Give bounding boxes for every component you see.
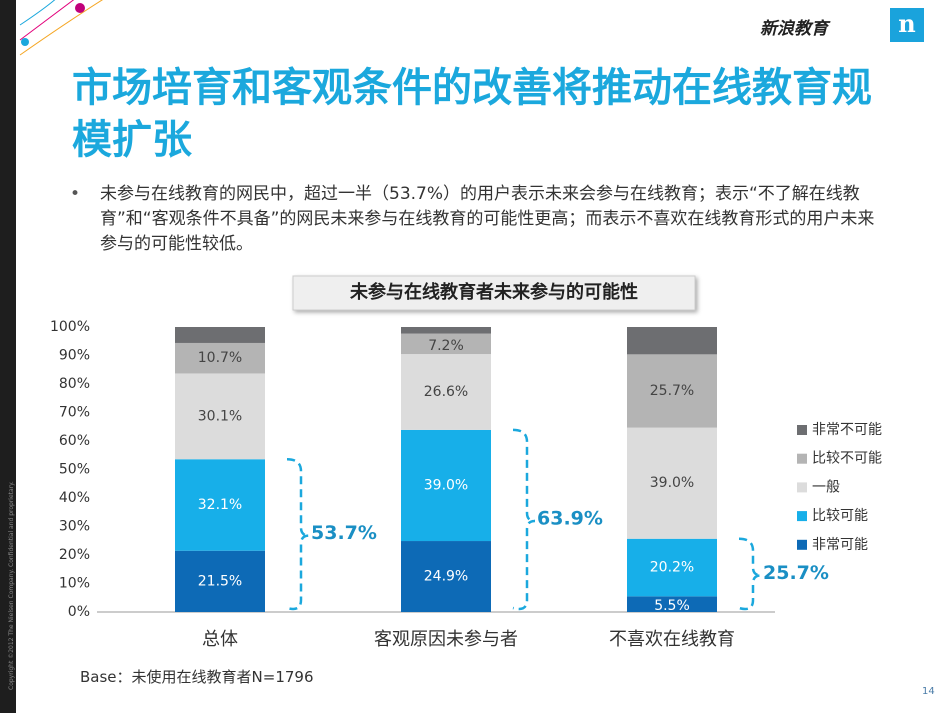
- y-tick-label: 90%: [59, 348, 90, 364]
- bar-segment: [627, 427, 717, 539]
- x-tick-label: 总体: [202, 629, 238, 650]
- brand: 新浪教育: [760, 19, 828, 39]
- legend-swatch: [797, 482, 807, 493]
- value-label: 5.5%: [654, 598, 690, 614]
- legend-label: 非常可能: [812, 537, 868, 553]
- legend-label: 非常不可能: [812, 422, 882, 438]
- annotation: 25.7%: [763, 562, 829, 584]
- copyright: Copyright ©2012 The Nielsen Company. Con…: [8, 481, 15, 690]
- value-label: 26.6%: [424, 384, 468, 400]
- value-label: 25.7%: [650, 383, 694, 399]
- y-tick-label: 60%: [59, 433, 90, 449]
- y-tick-label: 80%: [59, 376, 90, 392]
- annotation: 63.9%: [537, 507, 603, 529]
- y-tick-label: 100%: [50, 319, 90, 335]
- legend-label: 比较不可能: [812, 451, 882, 467]
- y-tick-label: 10%: [59, 576, 90, 592]
- y-tick-label: 50%: [59, 462, 90, 478]
- bar-segment: [627, 596, 717, 612]
- bar-segment: [401, 354, 491, 430]
- value-label: 20.2%: [650, 560, 694, 576]
- legend-label: 一般: [812, 479, 840, 495]
- logo: n: [890, 8, 924, 42]
- bar-segment: [401, 333, 491, 355]
- bar-segment: [175, 550, 265, 612]
- x-tick-label: 不喜欢在线教育: [609, 629, 735, 650]
- bar-segment: [627, 354, 717, 428]
- bullet-text: 未参与在线教育的网民中，超过一半（53.7%）的用户表示未来会参与在线教育；表示…: [100, 184, 875, 254]
- chart-title-box: [292, 275, 696, 311]
- x-tick-label: 客观原因未参与者: [374, 629, 518, 650]
- bracket: [738, 537, 762, 611]
- base-note: Base：未使用在线教育者N=1796: [80, 668, 314, 686]
- annotation: 53.7%: [311, 522, 377, 544]
- legend-swatch: [797, 511, 807, 522]
- bar-segment: [175, 373, 265, 460]
- bracket: [512, 428, 536, 611]
- y-tick-label: 70%: [59, 405, 90, 421]
- legend-label: 比较可能: [812, 508, 868, 524]
- value-label: 10.7%: [198, 350, 242, 366]
- decor: [19, 0, 56, 26]
- bar-segment: [401, 327, 491, 334]
- value-label: 39.0%: [650, 475, 694, 491]
- bar-segment: [627, 538, 717, 597]
- side-strip: [0, 0, 16, 713]
- page-number: 14: [922, 686, 935, 697]
- value-label: 24.9%: [424, 569, 468, 585]
- bar-segment: [627, 327, 717, 355]
- chart-title: 未参与在线教育者未来参与的可能性: [350, 281, 638, 303]
- decor: [21, 38, 29, 46]
- bracket: [286, 457, 310, 611]
- bullet-dot: •: [70, 184, 81, 204]
- decor: [75, 3, 85, 13]
- legend-swatch: [797, 425, 807, 435]
- decor: [19, 0, 75, 41]
- y-tick-label: 30%: [59, 519, 90, 535]
- value-label: 32.1%: [198, 497, 242, 513]
- y-tick-label: 0%: [68, 604, 90, 620]
- y-tick-label: 40%: [59, 490, 90, 506]
- bar-segment: [401, 429, 491, 542]
- value-label: 30.1%: [198, 408, 242, 424]
- slide-title: 市场培育和客观条件的改善将推动在线教育规模扩张: [72, 65, 872, 163]
- bar-segment: [175, 342, 265, 374]
- value-label: 39.0%: [424, 477, 468, 493]
- bar-segment: [401, 541, 491, 612]
- legend-swatch: [797, 453, 807, 464]
- value-label: 7.2%: [428, 338, 464, 354]
- decor: [19, 0, 103, 56]
- bar-segment: [175, 459, 265, 551]
- legend-swatch: [797, 539, 807, 550]
- value-label: 21.5%: [198, 573, 242, 589]
- y-tick-label: 20%: [59, 547, 90, 563]
- bar-segment: [175, 327, 265, 343]
